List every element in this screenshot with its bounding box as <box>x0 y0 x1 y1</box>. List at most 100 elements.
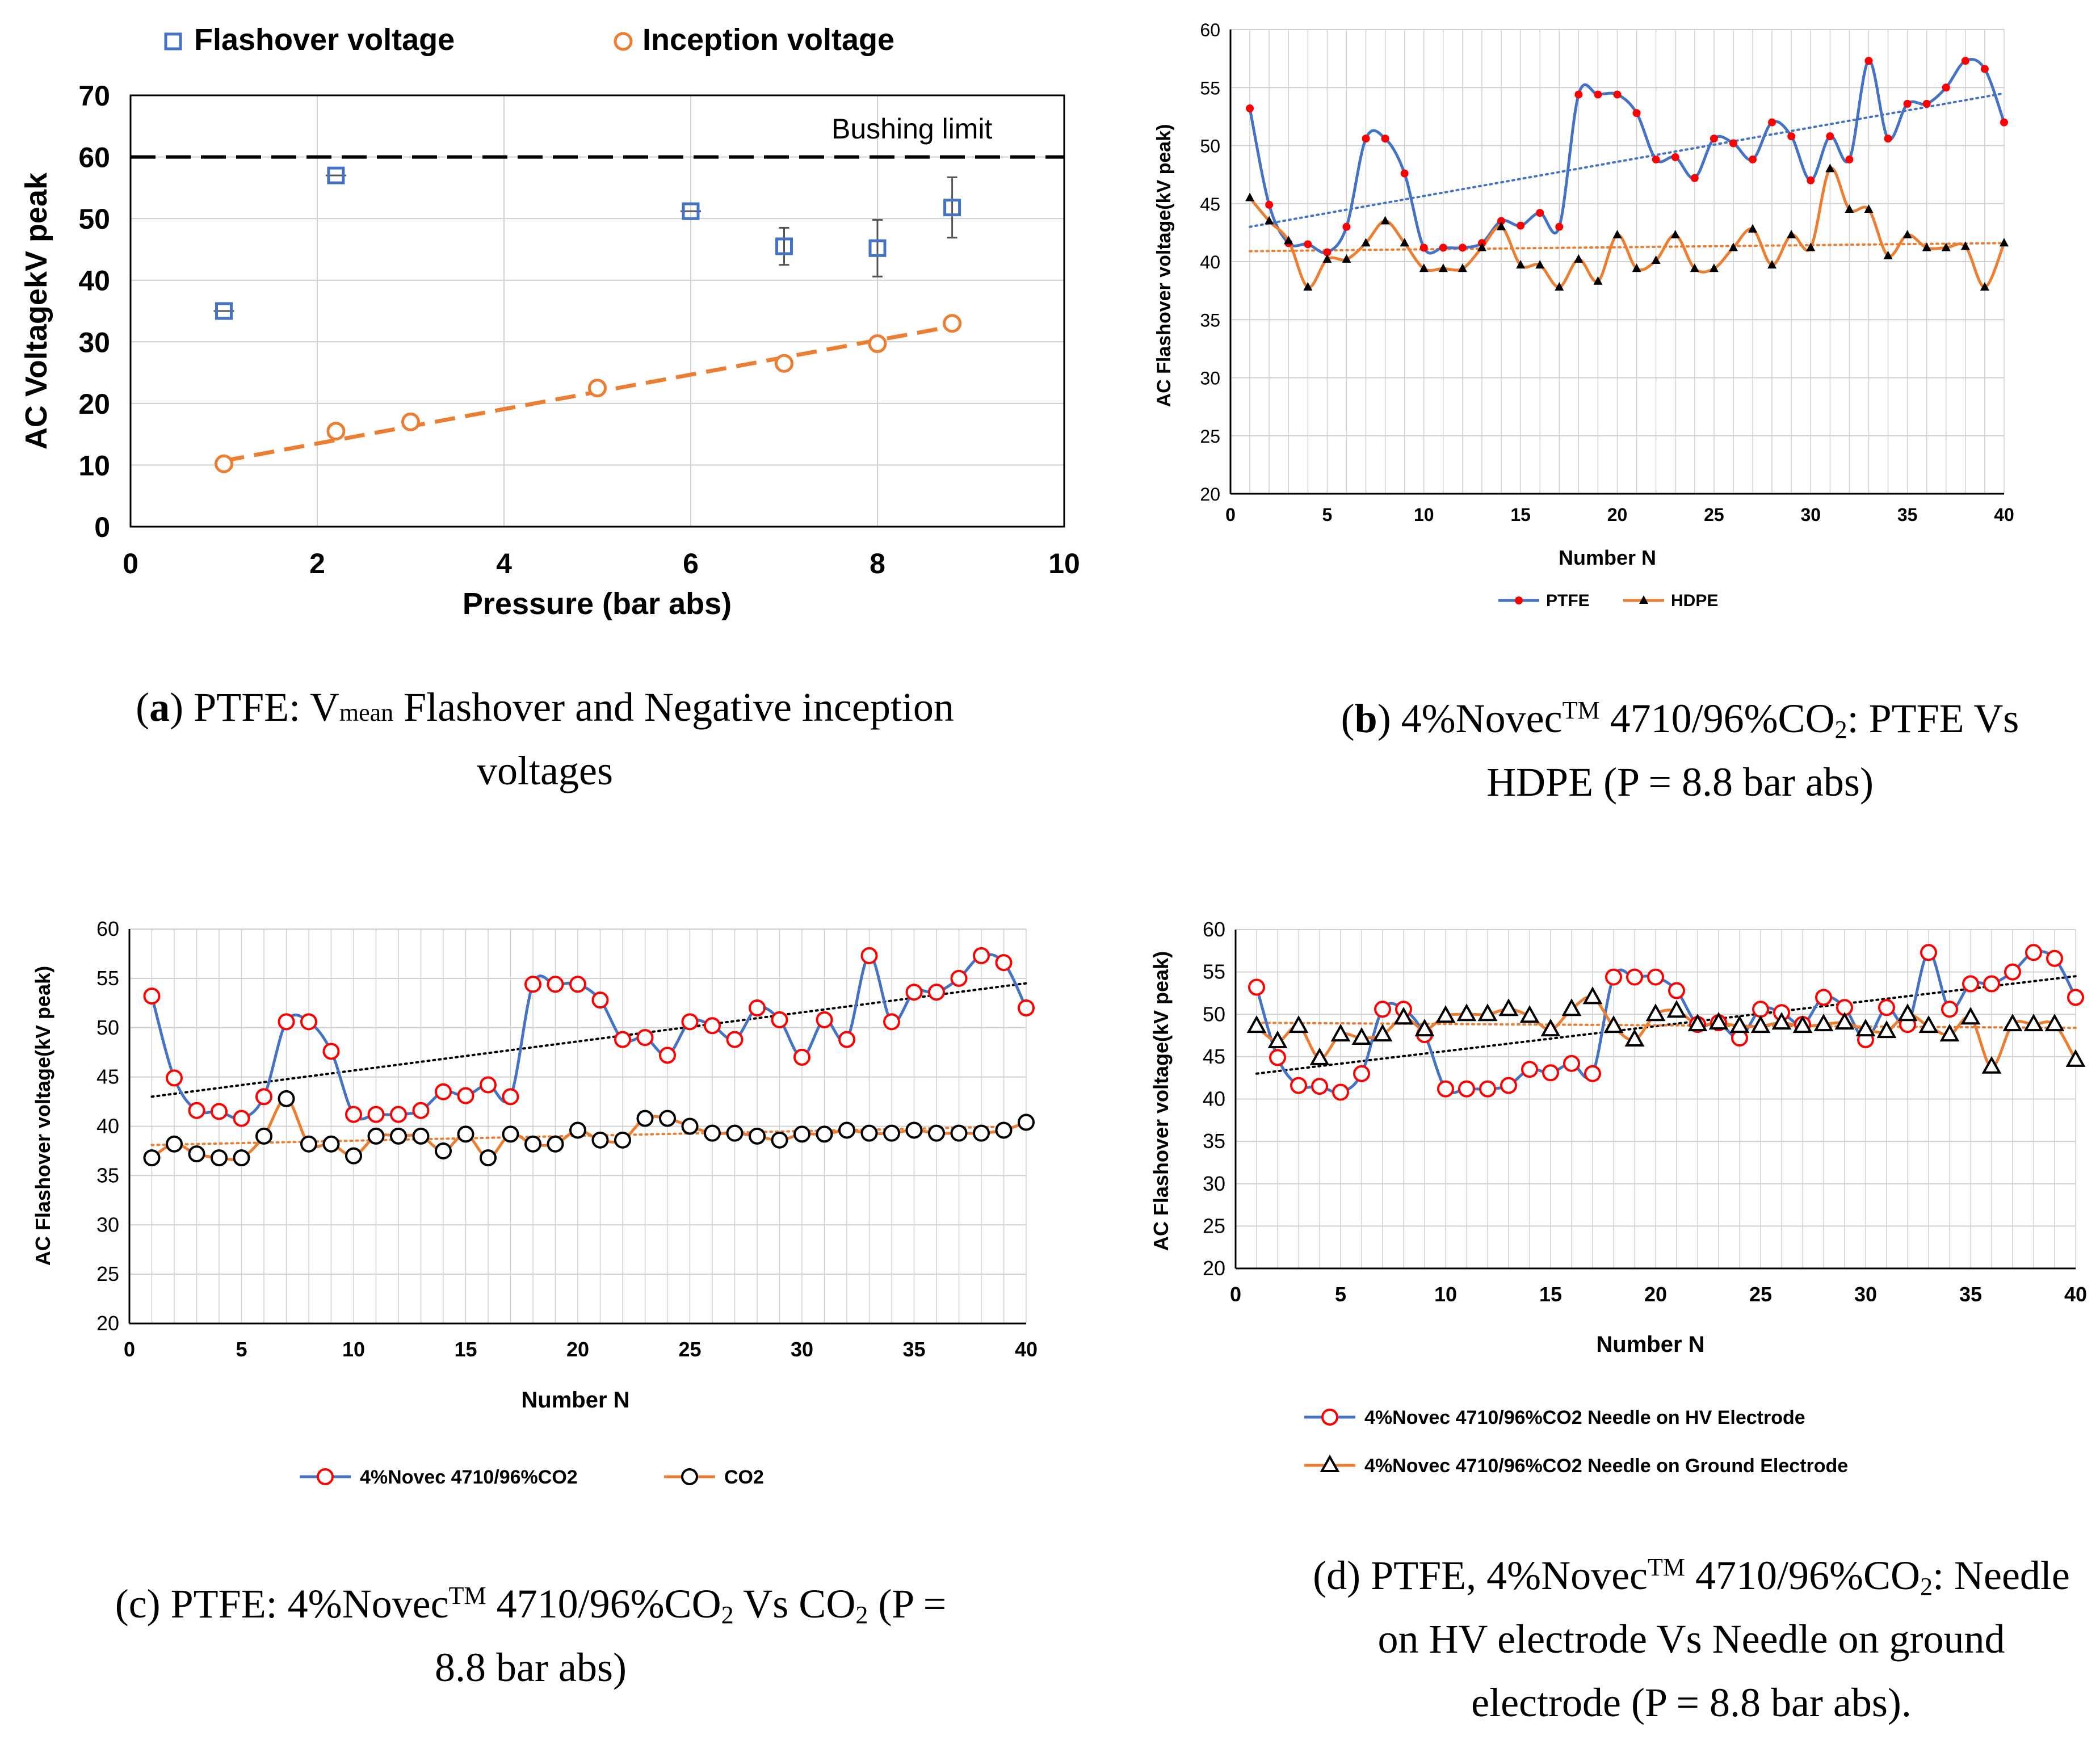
flashover-point <box>327 166 345 184</box>
panel-a-y-ticks: 0 10 20 30 40 50 60 70 <box>78 80 110 543</box>
data-point <box>1304 240 1312 249</box>
data-point <box>1500 1077 1517 1094</box>
panel-a-y-axis-title: AC VoltagekV peak <box>19 172 53 449</box>
panel-a-plot-border <box>129 94 1065 528</box>
y-tick-label: 40 <box>1203 1087 1225 1111</box>
data-point <box>322 1135 340 1153</box>
data-point <box>524 976 541 993</box>
data-point <box>1787 229 1796 238</box>
data-point <box>1342 222 1351 231</box>
data-point <box>1303 281 1313 291</box>
data-point <box>524 1135 541 1153</box>
data-point <box>1517 221 1525 230</box>
data-point <box>2000 238 2009 247</box>
y-tick-label: 55 <box>96 967 119 990</box>
data-point <box>569 1121 586 1139</box>
flashover-point <box>868 239 887 257</box>
legend-ground-marker <box>1320 1454 1340 1472</box>
data-point <box>1018 1113 1035 1131</box>
legend-ptfe-label: PTFE <box>1546 591 1590 610</box>
y-tick-label: 30 <box>1200 368 1220 389</box>
data-point <box>502 1088 519 1106</box>
data-point <box>1536 209 1544 217</box>
data-point <box>1381 135 1389 143</box>
data-point <box>457 1087 474 1104</box>
data-point <box>211 1149 228 1167</box>
data-point <box>1624 1028 1645 1047</box>
data-point <box>1826 132 1834 141</box>
flashover-point <box>943 199 961 217</box>
x-tick-label: 30 <box>791 1338 813 1361</box>
data-point <box>1750 1015 1771 1033</box>
trendline <box>1255 975 2077 1075</box>
legend-square-marker <box>164 32 182 51</box>
data-point <box>1519 1005 1540 1023</box>
panel-d-caption-line3: electrode (P = 8.8 bar abs). <box>1471 1680 1912 1725</box>
data-point <box>2044 1014 2065 1032</box>
data-point <box>1582 986 1603 1005</box>
data-point <box>1825 163 1835 173</box>
data-point <box>322 1043 340 1060</box>
data-point <box>188 1102 205 1119</box>
data-point <box>1845 156 1854 164</box>
data-point <box>1497 221 1506 230</box>
data-point <box>1864 57 1873 65</box>
data-point <box>1652 156 1660 164</box>
data-point <box>211 1103 228 1120</box>
data-point <box>1400 238 1409 247</box>
data-point <box>1477 242 1486 251</box>
data-point <box>1393 1007 1414 1025</box>
data-point <box>1902 229 1912 238</box>
data-point <box>1939 1023 1960 1042</box>
data-point <box>1709 263 1719 272</box>
data-point <box>1815 989 1832 1006</box>
data-point <box>1960 241 1970 250</box>
data-point <box>255 1088 272 1106</box>
data-point <box>1632 109 1641 117</box>
data-point <box>659 1110 676 1127</box>
data-point <box>1458 1080 1475 1098</box>
data-point <box>950 969 968 987</box>
y-tick-label: 45 <box>96 1065 119 1089</box>
data-point <box>1603 1015 1624 1033</box>
data-point <box>1574 90 1583 99</box>
data-point <box>1521 1061 1538 1078</box>
data-point <box>1613 90 1622 99</box>
x-tick-label: 5 <box>1335 1283 1346 1306</box>
data-point <box>793 1125 810 1143</box>
data-point <box>1690 263 1699 272</box>
data-point <box>233 1110 250 1127</box>
data-point <box>1806 242 1816 251</box>
y-tick-label: 0 <box>94 511 110 543</box>
panel-b-y-ticks: 20 25 30 35 40 45 50 55 60 <box>1200 20 1220 505</box>
data-point <box>300 1013 317 1031</box>
x-tick-label: 10 <box>1434 1283 1457 1306</box>
y-tick-label: 50 <box>1203 1002 1225 1026</box>
data-point <box>1752 1001 1769 1018</box>
panel-b-x-axis-title: Number N <box>1559 546 1656 569</box>
data-point <box>1961 57 1969 65</box>
legend-hdpe-label: HDPE <box>1671 591 1718 610</box>
data-point <box>704 1017 721 1035</box>
data-point <box>300 1135 317 1153</box>
data-point <box>1372 1023 1393 1042</box>
data-point <box>1981 1056 2002 1074</box>
data-point <box>1435 1005 1456 1023</box>
y-tick-label: 60 <box>96 917 119 940</box>
panel-a-x-axis-title: Pressure (bar abs) <box>463 587 732 621</box>
data-point <box>1265 200 1274 209</box>
data-point <box>2004 963 2021 981</box>
data-point <box>950 1124 968 1142</box>
data-point <box>367 1127 385 1145</box>
data-point <box>480 1076 497 1094</box>
data-point <box>591 991 609 1009</box>
panel-c-y-ticks: 20 25 30 35 40 45 50 55 60 <box>96 917 119 1335</box>
y-tick-label: 45 <box>1203 1045 1225 1068</box>
panel-a-caption: (a) PTFE: Vmean Flashover and Negative i… <box>136 684 954 730</box>
x-tick-label: 5 <box>1322 505 1332 525</box>
x-tick-label: 2 <box>309 548 325 579</box>
data-point <box>2000 118 2008 127</box>
panel-d-x-axis-title: Number N <box>1596 1332 1704 1357</box>
legend-hv-label: 4%Novec 4710/96%CO2 Needle on HV Electro… <box>1364 1407 1805 1428</box>
